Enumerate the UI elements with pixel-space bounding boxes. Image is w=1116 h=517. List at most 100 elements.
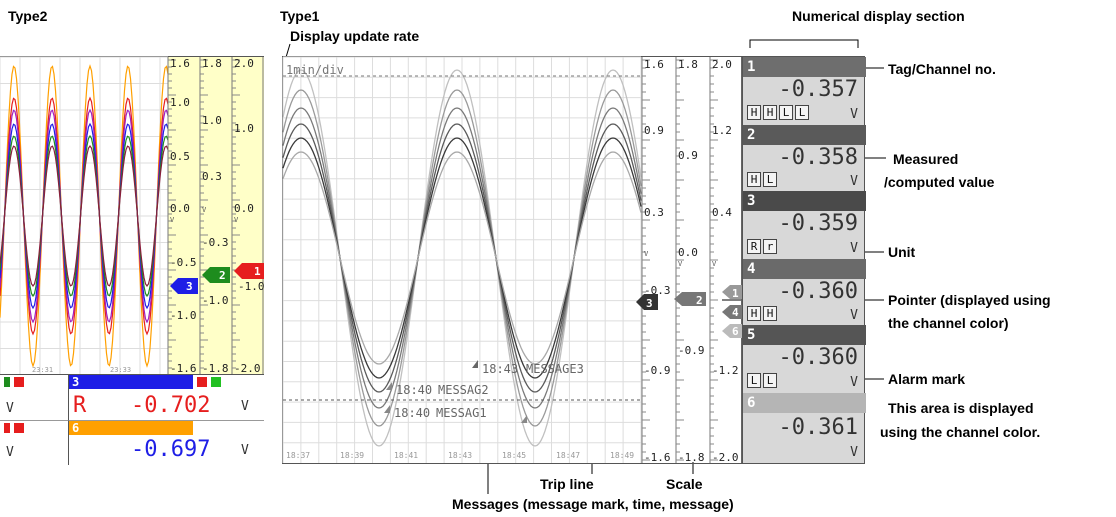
type2-trend-graph[interactable]: 1.6 1.0 0.5 0.0 -0.5 -1.0 -1.6 1.8 1.0 0…: [0, 56, 264, 374]
alarm-mark: L: [763, 373, 777, 388]
t1-scale2-label: -0.9: [678, 344, 705, 357]
pointer-ch1: [234, 263, 264, 279]
message2-text: MESSAG2: [438, 383, 489, 397]
t1-scale-unit: V: [712, 260, 717, 268]
t1-scale3-label: 1.2: [712, 124, 732, 137]
time-tick: 18:39: [340, 451, 364, 460]
alarm-mark-annotation: Alarm mark: [888, 371, 966, 387]
measured-value: -0.702: [131, 393, 211, 418]
t2-scale2-label: -0.3: [202, 236, 229, 249]
alarm-mark: H: [763, 105, 777, 120]
pointer-label: 1: [732, 287, 739, 300]
type1-trend-graph[interactable]: 1min/div 18:37 18:39 18:41 18:43 18:45 18:47 1…: [282, 56, 742, 464]
t2-scale-unit: V: [234, 216, 239, 224]
t1-scale3-label: -1.2: [712, 364, 739, 377]
measured-value: -0.360: [778, 345, 858, 370]
time-tick: 18:47: [556, 451, 580, 460]
t2-scale-unit: V: [202, 206, 207, 214]
t1-scale-unit: V: [644, 250, 649, 258]
message-mark: [472, 360, 478, 368]
alarm-mark: R: [73, 393, 87, 418]
pointer-label: 3: [646, 297, 653, 310]
t2-scale1-label: 0.5: [170, 150, 190, 163]
unit-label: V: [6, 445, 14, 460]
message-mark: [386, 382, 392, 390]
t2-scale3-label: 2.0: [234, 57, 254, 70]
alarm-mark: L: [747, 373, 761, 388]
pointer-ch2: [202, 267, 230, 283]
trend-line: [0, 64, 169, 368]
alarm-mark: L: [763, 172, 777, 187]
alarm-mark: H: [747, 105, 761, 120]
channel-6-panel[interactable]: 6 -0.361 V: [743, 393, 866, 463]
pointer-ch4: [722, 305, 742, 319]
pointer-ch2: [674, 292, 706, 306]
measured-annotation-2: /computed value: [884, 174, 995, 190]
channel-number: 2: [743, 125, 866, 145]
t1-scale1-label: 1.6: [644, 58, 664, 71]
t2-scale3-label: 1.0: [234, 122, 254, 135]
unit-label: V: [850, 375, 858, 390]
message3-text: MESSAGE3: [526, 362, 584, 376]
t1-scale1-label: -0.3: [644, 284, 671, 297]
type2-numeric-area: V 3 R -0.702 V V 6 -0.697 V: [0, 374, 264, 465]
unit-label: V: [6, 401, 14, 416]
message1-text: MESSAG1: [436, 406, 487, 420]
channel-number: 1: [743, 57, 866, 77]
pointer-ch6: [722, 324, 742, 338]
t1-scale3-label: -2.0: [712, 451, 739, 464]
time-tick: 18:37: [286, 451, 310, 460]
time-tick: 18:43: [448, 451, 472, 460]
t2-time-tick: 23:33: [110, 366, 131, 374]
unit-label: V: [850, 308, 858, 323]
pointer-label: 2: [219, 269, 226, 282]
t2-scale2-label: 0.3: [202, 170, 222, 183]
t1-scale3-label: 2.0: [712, 58, 732, 71]
t2-time-tick: 23:31: [32, 366, 53, 374]
pointer-ch3: [636, 294, 658, 310]
area-annotation-2: using the channel color.: [880, 424, 1041, 440]
t2-scale1-label: 1.6: [170, 57, 190, 70]
trend-line: [0, 144, 169, 288]
pointer-ch3: [170, 278, 198, 294]
pointer-ch1: [722, 285, 742, 299]
unit-label: V: [850, 174, 858, 189]
trip-line-annotation: Trip line: [540, 476, 594, 492]
pointer-label: 1: [254, 265, 261, 278]
channel-number: 5: [743, 325, 866, 345]
alarm-mark: H: [747, 306, 761, 321]
measured-value: -0.358: [778, 145, 858, 170]
update-rate-text: 1min/div: [286, 63, 344, 77]
alarm-mark: r: [763, 239, 777, 254]
time-tick: 18:49: [610, 451, 634, 460]
type2-channel-3-panel[interactable]: 3 R -0.702 V: [69, 375, 264, 421]
t1-scale-unit: V: [678, 260, 683, 268]
t2-scale1-label: -1.0: [170, 309, 197, 322]
measured-value: -0.359: [778, 211, 858, 236]
t1-scale2-label: 1.8: [678, 58, 698, 71]
alarm-mark: H: [763, 306, 777, 321]
alarm-mark: [197, 377, 207, 387]
pointer-label: 4: [732, 306, 739, 319]
numerical-section-annotation: Numerical display section: [792, 8, 965, 24]
type2-left-cell-1[interactable]: V: [0, 375, 69, 421]
alarm-mark: H: [747, 172, 761, 187]
t1-scale1-label: -1.6: [644, 451, 671, 464]
type2-channel-6-panel[interactable]: 6 -0.697 V: [69, 421, 264, 465]
pointer-value: -1.0: [238, 280, 264, 293]
t1-scale3-label: 0.4: [712, 206, 732, 219]
time-tick: 18:45: [502, 451, 526, 460]
type2-left-cell-2[interactable]: V: [0, 421, 69, 465]
t2-scale-unit: V: [170, 216, 175, 224]
pointer-annotation-2: the channel color): [888, 315, 1009, 331]
channel-number: 4: [743, 259, 866, 279]
t2-scale3-label: -2.0: [234, 362, 261, 374]
message1-time: 18:40: [394, 406, 430, 420]
